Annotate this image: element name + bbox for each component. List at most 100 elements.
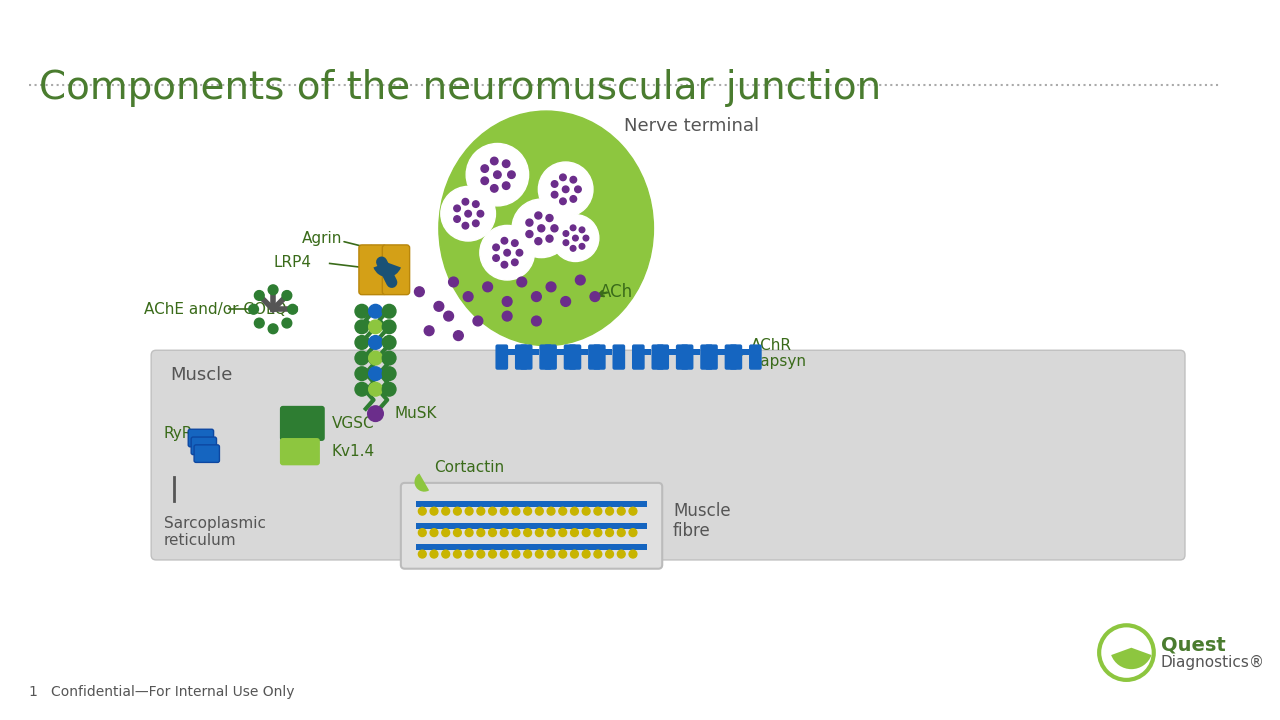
Circle shape (582, 528, 590, 536)
Circle shape (419, 528, 426, 536)
FancyBboxPatch shape (568, 344, 581, 370)
Circle shape (500, 550, 508, 558)
Circle shape (369, 382, 383, 396)
Circle shape (434, 302, 444, 311)
FancyBboxPatch shape (520, 344, 532, 370)
Circle shape (617, 508, 625, 515)
Text: Titin: Titin (434, 526, 467, 541)
Circle shape (582, 508, 590, 515)
FancyBboxPatch shape (401, 483, 662, 569)
FancyBboxPatch shape (613, 344, 625, 370)
FancyBboxPatch shape (749, 344, 762, 370)
Wedge shape (1111, 648, 1152, 669)
Circle shape (465, 508, 474, 515)
Circle shape (575, 186, 581, 193)
Circle shape (594, 528, 602, 536)
Circle shape (477, 550, 485, 558)
Circle shape (448, 277, 458, 287)
Circle shape (547, 215, 553, 222)
Circle shape (547, 282, 556, 292)
Circle shape (517, 277, 526, 287)
Circle shape (535, 508, 543, 515)
Circle shape (563, 240, 568, 246)
Circle shape (419, 508, 426, 515)
Text: VGSC: VGSC (332, 416, 374, 431)
Circle shape (617, 528, 625, 536)
Circle shape (503, 160, 509, 168)
Circle shape (489, 550, 497, 558)
FancyBboxPatch shape (681, 344, 694, 370)
Circle shape (512, 240, 518, 246)
Text: Myosin: Myosin (434, 504, 488, 518)
Circle shape (524, 550, 531, 558)
Circle shape (480, 225, 535, 280)
Circle shape (355, 351, 369, 365)
Circle shape (502, 238, 508, 244)
FancyBboxPatch shape (280, 406, 325, 441)
Circle shape (477, 210, 484, 217)
FancyBboxPatch shape (588, 344, 600, 370)
Circle shape (547, 508, 556, 515)
Text: Rapsyn: Rapsyn (751, 354, 806, 369)
Circle shape (355, 305, 369, 318)
Circle shape (590, 292, 600, 302)
Circle shape (594, 508, 602, 515)
Circle shape (617, 550, 625, 558)
Circle shape (516, 249, 522, 256)
Text: Sarcoplasmic
reticulum: Sarcoplasmic reticulum (164, 516, 266, 549)
Circle shape (440, 186, 495, 241)
Circle shape (512, 199, 571, 258)
Ellipse shape (439, 111, 654, 346)
Text: LRP4: LRP4 (273, 255, 311, 270)
Circle shape (454, 205, 461, 212)
Circle shape (369, 336, 383, 349)
Circle shape (369, 366, 383, 380)
FancyBboxPatch shape (495, 344, 508, 370)
FancyBboxPatch shape (724, 344, 737, 370)
FancyArrowPatch shape (381, 262, 392, 282)
FancyBboxPatch shape (188, 429, 214, 447)
Circle shape (502, 261, 508, 268)
Circle shape (490, 184, 498, 192)
Bar (524, 349, 539, 355)
Circle shape (282, 291, 292, 300)
Circle shape (383, 320, 396, 333)
Text: Muscle
fibre: Muscle fibre (673, 502, 731, 540)
Circle shape (535, 528, 543, 536)
Circle shape (605, 508, 613, 515)
Circle shape (502, 311, 512, 321)
Circle shape (571, 508, 579, 515)
Circle shape (584, 235, 589, 241)
Circle shape (552, 181, 558, 187)
Circle shape (531, 316, 541, 326)
Circle shape (355, 336, 369, 349)
Circle shape (453, 528, 461, 536)
Circle shape (369, 305, 383, 318)
Circle shape (552, 215, 599, 261)
Circle shape (531, 292, 541, 302)
FancyBboxPatch shape (657, 344, 669, 370)
Circle shape (508, 171, 515, 179)
Circle shape (415, 287, 424, 297)
Circle shape (465, 550, 474, 558)
FancyBboxPatch shape (151, 350, 1185, 560)
Circle shape (465, 210, 471, 217)
Circle shape (500, 528, 508, 536)
Text: Agrin: Agrin (302, 230, 343, 246)
Circle shape (463, 292, 474, 302)
FancyBboxPatch shape (676, 344, 689, 370)
Circle shape (571, 246, 576, 251)
FancyBboxPatch shape (358, 245, 387, 294)
Bar (572, 349, 588, 355)
FancyBboxPatch shape (563, 344, 576, 370)
Text: MuSK: MuSK (396, 406, 438, 421)
Circle shape (477, 528, 485, 536)
Circle shape (512, 259, 518, 266)
Circle shape (605, 528, 613, 536)
Circle shape (383, 382, 396, 396)
Circle shape (453, 508, 461, 515)
Circle shape (559, 528, 567, 536)
Bar (685, 349, 700, 355)
Circle shape (462, 199, 468, 205)
Circle shape (481, 165, 489, 172)
